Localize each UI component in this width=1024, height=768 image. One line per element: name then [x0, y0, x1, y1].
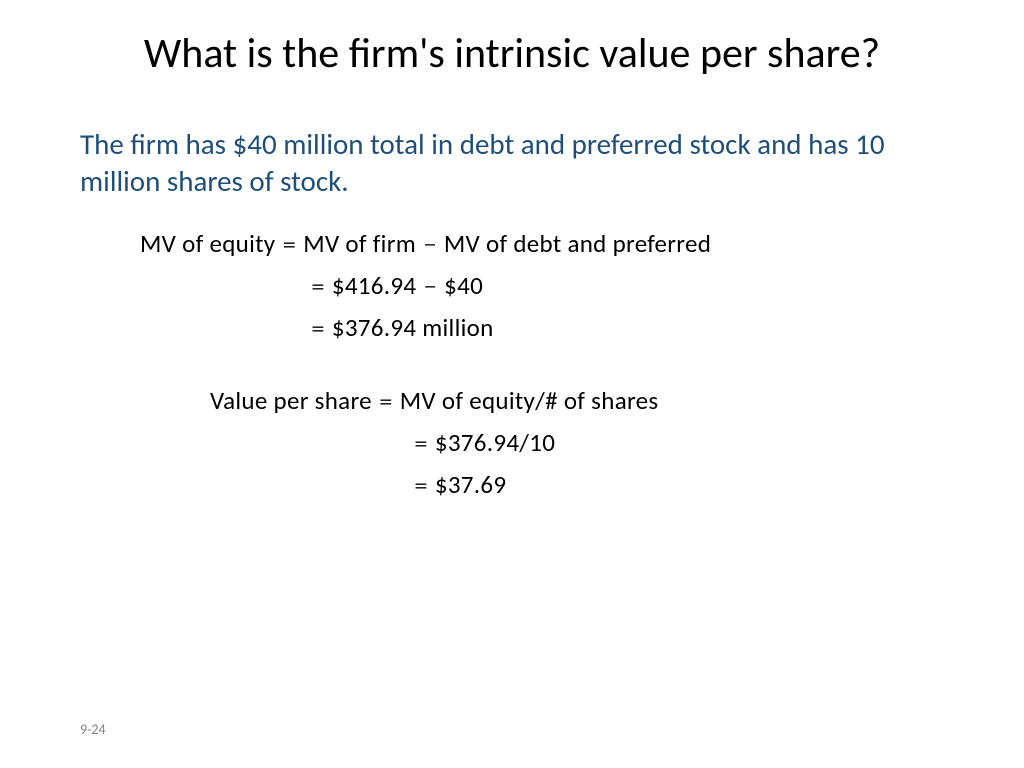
eq2-rhs1: MV of equity/# of shares [400, 380, 659, 421]
eq2-lhs: Value per share [210, 380, 372, 421]
eq1-rhs2a: $416.94 [332, 265, 416, 306]
eq2-rhs2: $376.94/10 [435, 422, 555, 463]
equals-sign: = [282, 224, 296, 265]
equation-block-2: Value per share = MV of equity/# of shar… [0, 350, 1024, 507]
slide-number: 9-24 [80, 721, 106, 738]
minus-sign: − [423, 266, 437, 307]
body-text: The firm has $40 million total in debt a… [0, 78, 1024, 199]
equals-sign: = [414, 423, 428, 464]
equation-block-1: MV of equity = MV of firm − MV of debt a… [0, 199, 1024, 350]
equation-line-2: = $416.94 − $40 [140, 265, 1024, 307]
equals-sign: = [311, 308, 325, 349]
eq1-rhs1b: MV of debt and preferred [444, 223, 711, 264]
equation-line-1: MV of equity = MV of firm − MV of debt a… [140, 223, 1024, 265]
eq1-rhs3: $376.94 million [332, 307, 494, 348]
slide-title: What is the firm's intrinsic value per s… [0, 0, 1024, 78]
equation-line-4: Value per share = MV of equity/# of shar… [210, 380, 1024, 422]
eq2-rhs3: $37.69 [435, 464, 506, 505]
eq1-lhs: MV of equity [140, 223, 275, 264]
equation-line-6: = $37.69 [210, 464, 1024, 506]
eq1-rhs1a: MV of firm [303, 223, 416, 264]
equation-line-3: = $376.94 million [140, 307, 1024, 349]
minus-sign: − [423, 224, 437, 265]
equals-sign: = [414, 465, 428, 506]
equals-sign: = [311, 266, 325, 307]
eq1-rhs2b: $40 [444, 265, 483, 306]
equals-sign: = [379, 381, 393, 422]
equation-line-5: = $376.94/10 [210, 422, 1024, 464]
